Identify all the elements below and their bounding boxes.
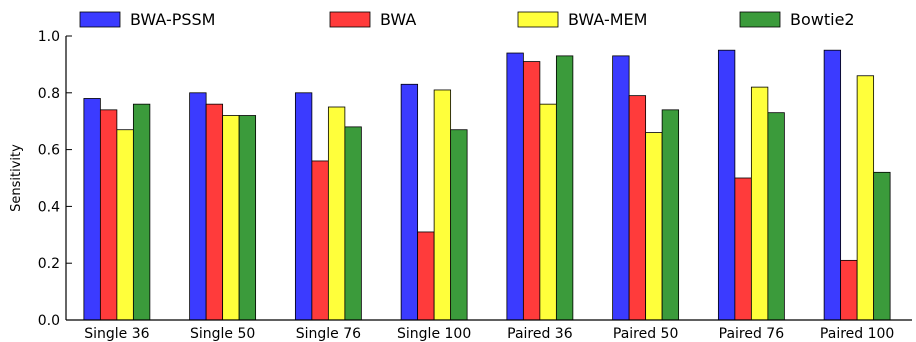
bar-bwa-pssm-single-76 [294,92,313,321]
bar-bwa-pssm-single-36 [83,98,101,321]
x-tick-label: Paired 76 [719,326,785,342]
x-tick-label: Paired 36 [507,326,573,342]
bar-bwa-paired-50 [628,95,647,321]
x-tick-label: Paired 50 [613,326,679,342]
x-ticks: Single 36 Single 50 Single 76 Single 100 Pai… [84,326,894,342]
bar-bowtie2-single-36 [132,103,151,321]
bar-bwa-mem-paired-76 [750,86,769,321]
bar-bowtie2-single-76 [344,126,362,321]
legend-label: BWA-MEM [568,10,647,29]
bar-bwa-mem-single-100 [433,89,452,321]
bar-bwa-pssm-single-100 [400,83,419,321]
bar-bowtie2-paired-36 [555,55,574,321]
bars [83,49,891,321]
bar-bwa-mem-paired-50 [645,132,663,321]
y-axis-label: Sensitivity [9,144,24,212]
y-tick-label: 0.4 [38,199,60,215]
bar-bwa-pssm-paired-100 [823,49,842,321]
bar-bwa-mem-single-50 [222,115,240,321]
bar-bowtie2-paired-100 [873,171,891,321]
x-tick-label: Single 76 [296,326,361,342]
bar-bwa-mem-paired-100 [856,75,875,321]
legend-swatch [739,11,781,28]
legend-swatch [517,11,559,28]
y-tick-label: 1.0 [38,29,60,45]
legend-swatch [329,11,371,28]
bar-bwa-mem-paired-36 [539,103,557,321]
bar-bwa-single-100 [417,231,435,321]
bar-bwa-mem-single-36 [116,129,134,321]
legend-swatch [79,11,121,28]
bar-bwa-pssm-single-50 [189,92,207,321]
bar-bwa-paired-36 [522,61,541,321]
bar-bowtie2-single-100 [450,129,468,321]
y-tick-label: 0.8 [38,86,60,102]
bar-bwa-single-76 [311,160,329,321]
bar-bowtie2-single-50 [238,115,257,321]
x-tick-label: Paired 100 [820,326,894,342]
bar-bwa-pssm-paired-76 [717,49,736,321]
legend-label: BWA [380,10,416,29]
x-tick-label: Single 100 [397,326,471,342]
legend-label: BWA-PSSM [130,10,215,29]
y-ticks: 0.0 0.2 0.4 0.6 0.8 1.0 [38,29,72,329]
y-tick-label: 0.0 [38,313,60,329]
bar-bowtie2-paired-76 [767,112,785,321]
x-tick-label: Single 36 [84,326,149,342]
y-tick-label: 0.2 [38,256,60,272]
legend: BWA-PSSM BWA BWA-MEM Bowtie2 [79,10,855,29]
y-tick-label: 0.6 [38,143,60,159]
bar-bwa-paired-76 [734,177,752,321]
bar-bwa-mem-single-76 [327,106,346,321]
bar-bwa-pssm-paired-36 [506,52,524,321]
bar-bwa-paired-100 [840,259,858,321]
legend-label: Bowtie2 [790,10,855,29]
bar-bwa-pssm-paired-50 [612,55,630,321]
x-tick-label: Single 50 [190,326,255,342]
bar-bwa-single-50 [205,103,224,321]
bar-bwa-single-36 [99,109,118,321]
axes [65,36,912,321]
bar-bowtie2-paired-50 [661,109,680,321]
